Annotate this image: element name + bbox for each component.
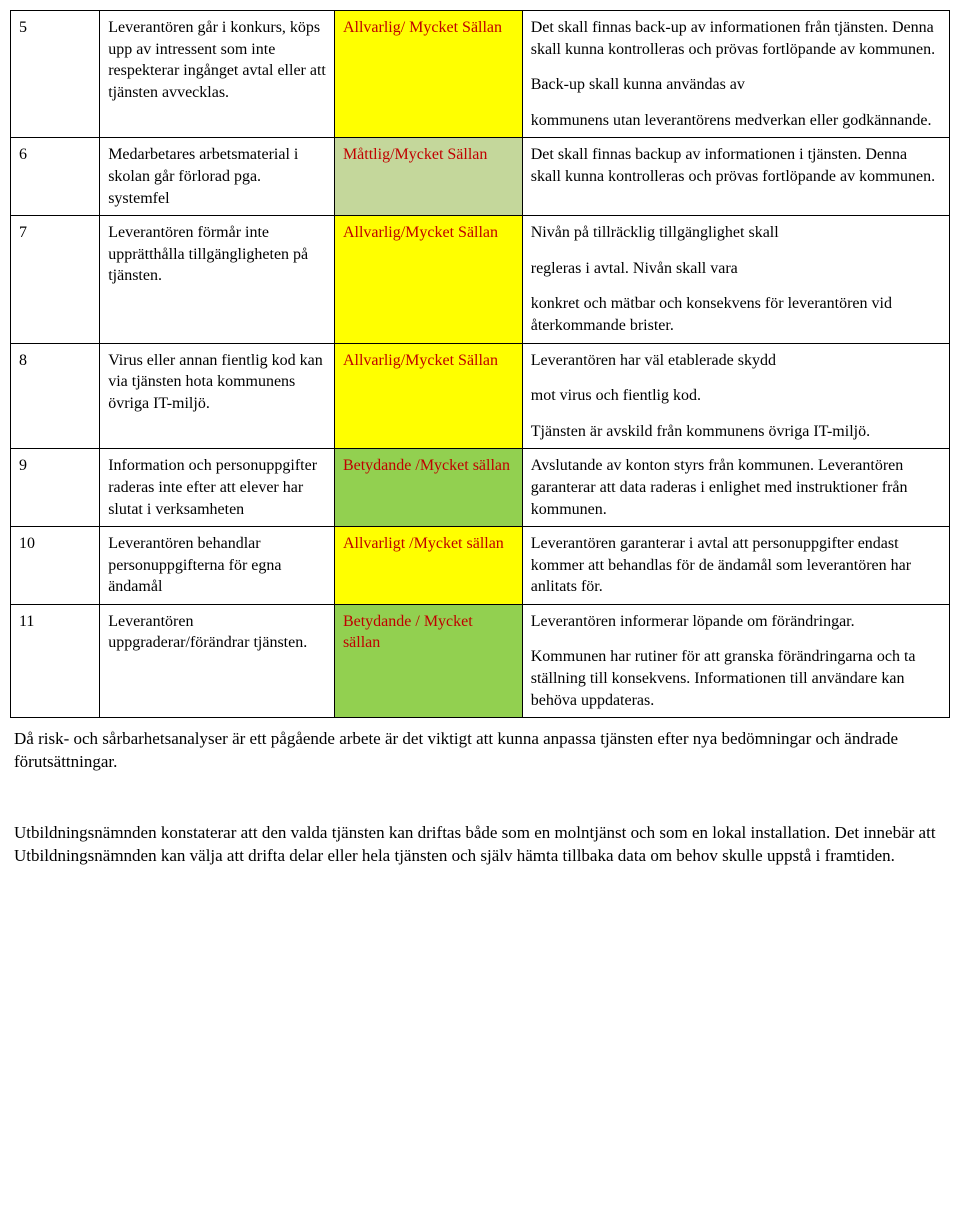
table-row: 6Medarbetares arbetsmaterial i skolan gå… (11, 138, 950, 216)
row-severity: Betydande / Mycket sällan (334, 604, 522, 717)
row-action: Det skall finnas back-up av informatione… (522, 11, 949, 138)
row-action-paragraph: Avslutande av konton styrs från kommunen… (531, 455, 941, 520)
table-row: 9Information och personuppgifter raderas… (11, 449, 950, 527)
row-id: 5 (11, 11, 100, 138)
row-id: 7 (11, 216, 100, 343)
row-action: Leverantören informerar löpande om förän… (522, 604, 949, 717)
row-action-paragraph: Nivån på tillräcklig tillgänglighet skal… (531, 222, 941, 244)
row-action-paragraph: Back-up skall kunna användas av (531, 74, 941, 96)
row-action-paragraph: Kommunen har rutiner för att granska för… (531, 646, 941, 711)
footer-paragraph-2: Utbildningsnämnden konstaterar att den v… (14, 822, 946, 868)
row-severity: Betydande /Mycket sällan (334, 449, 522, 527)
row-description: Leverantören behandlar personuppgifterna… (100, 527, 335, 605)
row-action-paragraph: kommunens utan leverantörens medverkan e… (531, 110, 941, 132)
row-action-paragraph: Leverantören informerar löpande om förän… (531, 611, 941, 633)
table-row: 8Virus eller annan fientlig kod kan via … (11, 343, 950, 449)
row-severity: Allvarlig/ Mycket Sällan (334, 11, 522, 138)
table-row: 5Leverantören går i konkurs, köps upp av… (11, 11, 950, 138)
table-row: 10Leverantören behandlar personuppgifter… (11, 527, 950, 605)
row-id: 11 (11, 604, 100, 717)
row-description: Leverantören förmår inte upprätthålla ti… (100, 216, 335, 343)
row-description: Information och personuppgifter raderas … (100, 449, 335, 527)
row-action-paragraph: Det skall finnas back-up av informatione… (531, 17, 941, 60)
table-row: 11Leverantören uppgraderar/förändrar tjä… (11, 604, 950, 717)
row-action-paragraph: Tjänsten är avskild från kommunens övrig… (531, 421, 941, 443)
row-id: 8 (11, 343, 100, 449)
row-id: 10 (11, 527, 100, 605)
table-row: 7Leverantören förmår inte upprätthålla t… (11, 216, 950, 343)
row-id: 6 (11, 138, 100, 216)
row-severity: Allvarlig/Mycket Sällan (334, 343, 522, 449)
row-description: Medarbetares arbetsmaterial i skolan går… (100, 138, 335, 216)
row-action-paragraph: Leverantören har väl etablerade skydd (531, 350, 941, 372)
row-action-paragraph: mot virus och fientlig kod. (531, 385, 941, 407)
row-action: Leverantören har väl etablerade skydd mot… (522, 343, 949, 449)
row-severity: Måttlig/Mycket Sällan (334, 138, 522, 216)
row-severity: Allvarligt /Mycket sällan (334, 527, 522, 605)
row-description: Leverantören uppgraderar/förändrar tjäns… (100, 604, 335, 717)
row-action-paragraph: regleras i avtal. Nivån skall vara (531, 258, 941, 280)
row-action-paragraph: konkret och mätbar och konsekvens för le… (531, 293, 941, 336)
row-action: Leverantören garanterar i avtal att pers… (522, 527, 949, 605)
risk-table: 5Leverantören går i konkurs, köps upp av… (10, 10, 950, 718)
row-action-paragraph: Leverantören garanterar i avtal att pers… (531, 533, 941, 598)
row-action: Det skall finnas backup av informationen… (522, 138, 949, 216)
row-description: Virus eller annan fientlig kod kan via t… (100, 343, 335, 449)
row-action: Avslutande av konton styrs från kommunen… (522, 449, 949, 527)
footer-paragraph-1: Då risk- och sårbarhetsanalyser är ett p… (14, 728, 946, 774)
row-action-paragraph: Det skall finnas backup av informationen… (531, 144, 941, 187)
row-id: 9 (11, 449, 100, 527)
row-action: Nivån på tillräcklig tillgänglighet skal… (522, 216, 949, 343)
row-description: Leverantören går i konkurs, köps upp av … (100, 11, 335, 138)
row-severity: Allvarlig/Mycket Sällan (334, 216, 522, 343)
